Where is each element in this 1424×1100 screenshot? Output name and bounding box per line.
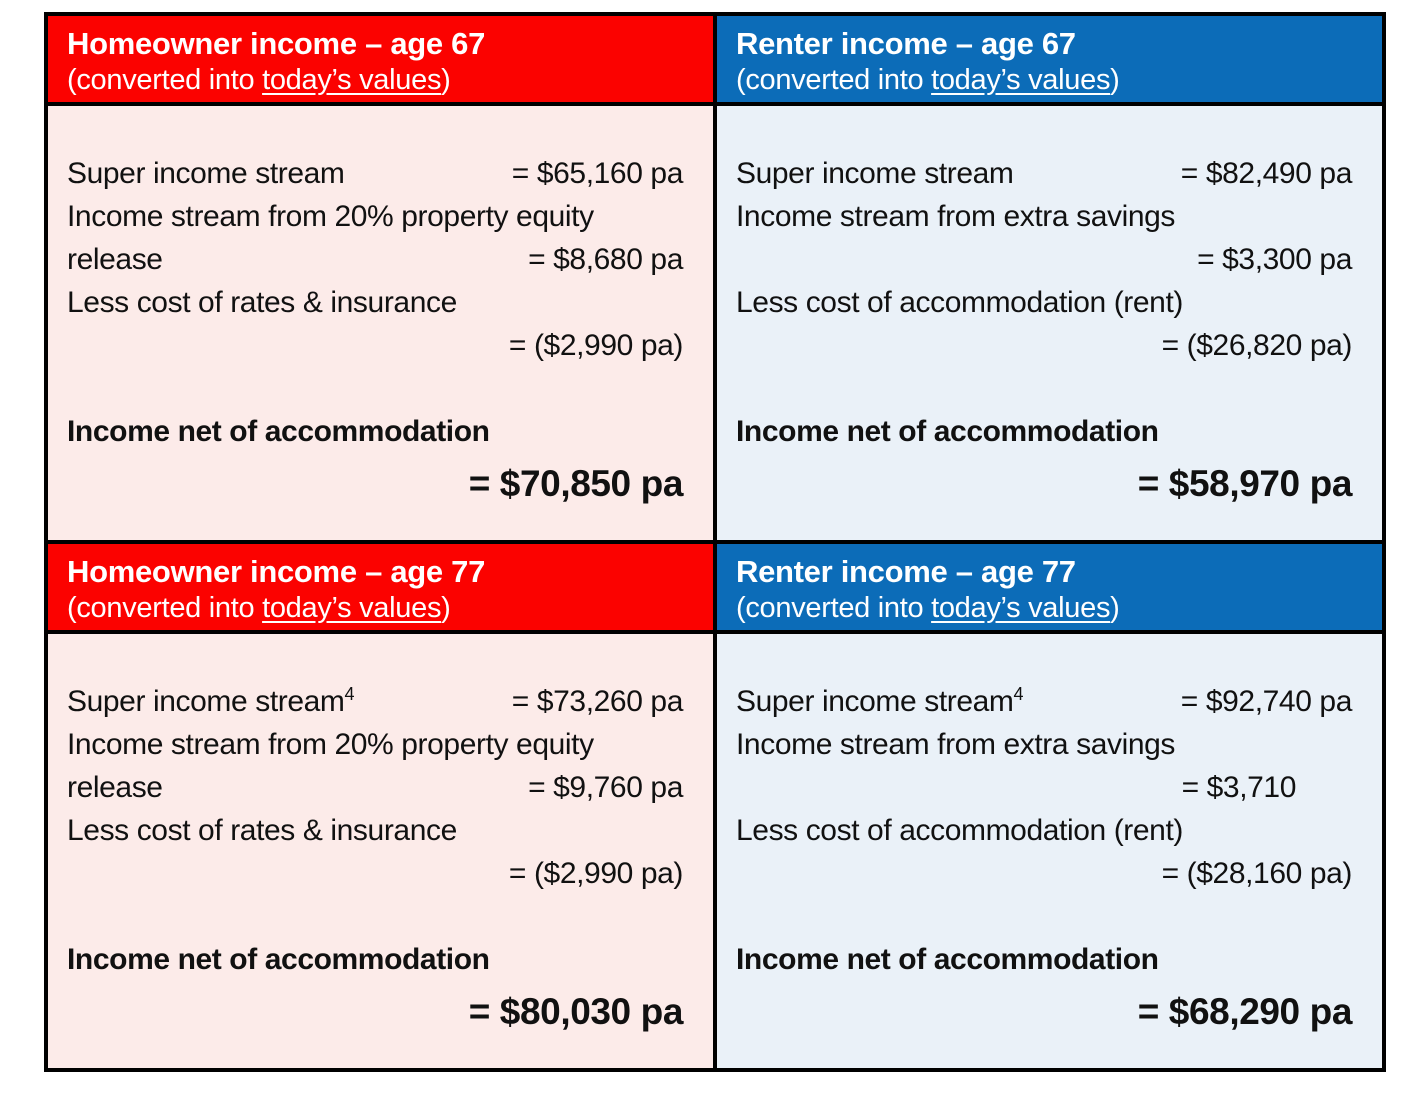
subtitle-prefix: (converted into <box>67 64 263 96</box>
line-label-with-footnote: Super income stream4 <box>67 680 355 723</box>
net-income-value: = $68,290 pa <box>1137 991 1353 1032</box>
line-value: = $9,760 pa <box>528 771 683 804</box>
equity-release-row: release = $9,760 pa <box>67 766 683 809</box>
footnote-marker: 4 <box>1013 684 1024 704</box>
panel-subtitle: (converted into today’s values) <box>67 63 699 97</box>
subtitle-underlined-text: today’s values <box>931 64 1111 96</box>
panel-subtitle: (converted into today’s values) <box>736 591 1368 625</box>
line-label: Super income stream <box>736 685 1014 718</box>
subtitle-prefix: (converted into <box>67 592 263 624</box>
extra-savings-value: = $3,710 <box>1181 771 1297 804</box>
rates-insurance-text: Less cost of rates & insurance <box>67 286 457 319</box>
line-label: release <box>67 771 163 804</box>
subtitle-underlined-text: today’s values <box>262 592 442 624</box>
body-homeowner-67: Super income stream = $65,160 pa Income … <box>48 106 713 540</box>
extra-savings-text: Income stream from extra savings <box>736 200 1176 233</box>
subtitle-suffix: ) <box>441 64 451 96</box>
net-income-value: = $80,030 pa <box>468 991 684 1032</box>
net-income-value: = $70,850 pa <box>468 463 684 504</box>
net-income-value: = $58,970 pa <box>1137 463 1353 504</box>
panel-title: Renter income – age 67 <box>736 26 1076 61</box>
super-income-row: Super income stream = $82,490 pa <box>736 152 1352 195</box>
extra-savings-value: = $3,300 pa <box>1197 243 1352 276</box>
rates-insurance-value: = ($2,990 pa) <box>508 857 684 890</box>
line-label: Super income stream <box>67 685 345 718</box>
rates-insurance-text: Less cost of rates & insurance <box>67 814 457 847</box>
header-homeowner-77: Homeowner income – age 77 (converted int… <box>48 544 713 630</box>
body-renter-77: Super income stream4 = $92,740 pa Income… <box>717 634 1382 1068</box>
subtitle-suffix: ) <box>1110 592 1120 624</box>
header-renter-77: Renter income – age 77 (converted into t… <box>717 544 1382 630</box>
subtitle-prefix: (converted into <box>736 592 932 624</box>
rates-insurance-value: = ($2,990 pa) <box>508 329 684 362</box>
subtitle-suffix: ) <box>1110 64 1120 96</box>
line-label: Super income stream <box>736 157 1014 190</box>
footnote-marker: 4 <box>344 684 355 704</box>
header-renter-67: Renter income – age 67 (converted into t… <box>717 16 1382 102</box>
income-comparison-table: Homeowner income – age 67 (converted int… <box>44 12 1386 1072</box>
net-income-label: Income net of accommodation <box>736 415 1159 448</box>
line-value: = $65,160 pa <box>511 157 684 190</box>
header-homeowner-67: Homeowner income – age 67 (converted int… <box>48 16 713 102</box>
line-value: = $73,260 pa <box>511 685 684 718</box>
net-income-label: Income net of accommodation <box>67 943 490 976</box>
net-income-label: Income net of accommodation <box>736 943 1159 976</box>
equity-release-row: release = $8,680 pa <box>67 238 683 281</box>
panel-title: Homeowner income – age 67 <box>67 26 486 61</box>
line-value: = $82,490 pa <box>1180 157 1353 190</box>
subtitle-suffix: ) <box>441 592 451 624</box>
accommodation-rent-text: Less cost of accommodation (rent) <box>736 286 1183 319</box>
body-homeowner-77: Super income stream4 = $73,260 pa Income… <box>48 634 713 1068</box>
super-income-row: Super income stream4 = $73,260 pa <box>67 680 683 723</box>
equity-release-text: Income stream from 20% property equity <box>67 728 594 761</box>
panel-title: Renter income – age 77 <box>736 554 1076 589</box>
equity-release-text: Income stream from 20% property equity <box>67 200 594 233</box>
accommodation-rent-value: = ($28,160 pa) <box>1161 857 1353 890</box>
line-label-with-footnote: Super income stream4 <box>736 680 1024 723</box>
panel-subtitle: (converted into today’s values) <box>736 63 1368 97</box>
extra-savings-text: Income stream from extra savings <box>736 728 1176 761</box>
accommodation-rent-value: = ($26,820 pa) <box>1161 329 1353 362</box>
line-label: release <box>67 243 163 276</box>
line-label: Super income stream <box>67 157 345 190</box>
subtitle-underlined-text: today’s values <box>262 64 442 96</box>
subtitle-underlined-text: today’s values <box>931 592 1111 624</box>
accommodation-rent-text: Less cost of accommodation (rent) <box>736 814 1183 847</box>
line-value: = $8,680 pa <box>528 243 683 276</box>
line-value: = $92,740 pa <box>1180 685 1353 718</box>
super-income-row: Super income stream4 = $92,740 pa <box>736 680 1352 723</box>
body-renter-67: Super income stream = $82,490 pa Income … <box>717 106 1382 540</box>
panel-title: Homeowner income – age 77 <box>67 554 486 589</box>
subtitle-prefix: (converted into <box>736 64 932 96</box>
net-income-label: Income net of accommodation <box>67 415 490 448</box>
super-income-row: Super income stream = $65,160 pa <box>67 152 683 195</box>
panel-subtitle: (converted into today’s values) <box>67 591 699 625</box>
